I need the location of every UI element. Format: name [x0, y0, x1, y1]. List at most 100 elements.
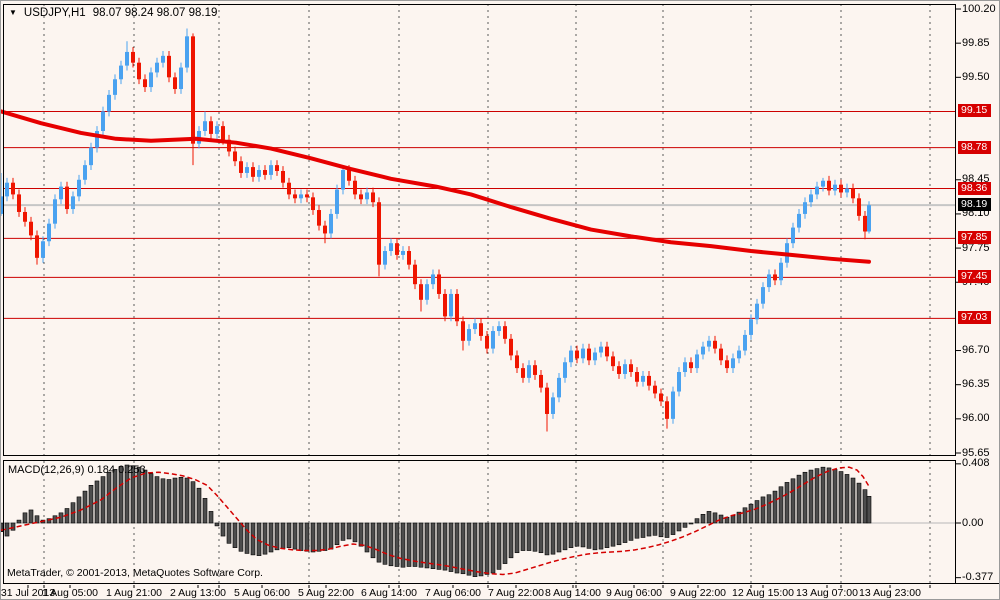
- level-price-label: 97.85: [958, 231, 992, 245]
- level-price-label: 97.45: [958, 270, 992, 284]
- candle-body: [347, 170, 351, 181]
- time-label: 9 Aug 06:00: [605, 587, 663, 599]
- macd-histogram-bar: [574, 522, 580, 547]
- macd-indicator-label: MACD(12,26,9) 0.184 0.253: [8, 464, 146, 476]
- macd-histogram-bar: [490, 522, 496, 574]
- macd-tick: 0.408: [962, 457, 990, 470]
- candle-body: [557, 377, 561, 398]
- level-price-label: 99.15: [958, 104, 992, 118]
- macd-histogram-bar: [700, 513, 706, 524]
- macd-histogram-bar: [388, 522, 394, 567]
- candle-body: [395, 243, 399, 255]
- level-price-label: 98.36: [958, 181, 992, 195]
- macd-histogram-bar: [514, 522, 520, 554]
- candle-body: [107, 94, 111, 112]
- macd-histogram-bar: [496, 522, 502, 570]
- candle-body: [569, 350, 573, 363]
- macd-histogram-bar: [484, 522, 490, 575]
- candle-body: [821, 180, 825, 187]
- macd-histogram-bar: [268, 522, 274, 553]
- candle-body: [329, 213, 333, 234]
- macd-histogram-bar: [580, 522, 586, 548]
- macd-histogram-bar: [736, 511, 742, 524]
- candle-body: [89, 147, 93, 166]
- candle-body: [425, 284, 429, 300]
- candle-body: [515, 355, 519, 369]
- macd-histogram-bar: [202, 498, 208, 524]
- macd-histogram-bar: [766, 494, 772, 524]
- macd-histogram-bar: [850, 477, 856, 524]
- macd-histogram-bar: [406, 522, 412, 567]
- candle-body: [41, 241, 45, 258]
- macd-histogram-bar: [22, 512, 28, 524]
- time-label: 8 Aug 14:00: [544, 587, 602, 599]
- candle-body: [365, 192, 369, 200]
- macd-histogram-bar: [292, 522, 298, 550]
- macd-histogram-bar: [244, 522, 250, 554]
- candle-body: [263, 170, 267, 175]
- macd-histogram-bar: [730, 515, 736, 524]
- macd-histogram-bar: [358, 522, 364, 547]
- candle-body: [665, 401, 669, 419]
- level-price-label: 97.03: [958, 311, 992, 325]
- macd-histogram-bar: [136, 466, 142, 524]
- candle-body: [587, 348, 591, 361]
- symbol-dropdown-icon[interactable]: ▼: [9, 8, 17, 17]
- macd-histogram-bar: [160, 478, 166, 524]
- candle-body: [233, 151, 237, 162]
- candle-body: [743, 334, 747, 351]
- candle-body: [629, 364, 633, 373]
- macd-histogram-bar: [682, 522, 688, 528]
- macd-histogram-bar: [622, 522, 628, 543]
- macd-name: MACD(12,26,9): [8, 464, 85, 476]
- macd-tick: -0.377: [962, 571, 994, 584]
- candle-body: [867, 205, 871, 232]
- macd-histogram-bar: [592, 522, 598, 551]
- macd-histogram-bar: [232, 522, 238, 548]
- candle-body: [671, 391, 675, 419]
- macd-histogram-bar: [742, 507, 748, 524]
- candle-body: [71, 196, 75, 210]
- macd-histogram-bar: [688, 522, 694, 525]
- candle-body: [545, 387, 549, 414]
- macd-histogram-bar: [190, 481, 196, 524]
- macd-histogram-bar: [664, 522, 670, 538]
- candle-body: [617, 366, 621, 374]
- macd-histogram-bar: [250, 522, 256, 556]
- macd-histogram-bar: [304, 522, 310, 552]
- macd-histogram-bar: [562, 522, 568, 551]
- macd-histogram-bar: [16, 519, 22, 524]
- macd-histogram-bar: [694, 518, 700, 524]
- candle-body: [845, 188, 849, 193]
- candle-body: [281, 170, 285, 183]
- candle-body: [359, 194, 363, 200]
- symbol-timeframe-label: USDJPY,H1: [23, 7, 86, 19]
- candle-body: [257, 170, 261, 177]
- time-label: 12 Aug 15:00: [732, 587, 794, 599]
- candle-body: [17, 194, 21, 212]
- candle-body: [179, 67, 183, 90]
- time-label: 5 Aug 22:00: [297, 587, 355, 599]
- macd-histogram-bar: [652, 522, 658, 536]
- macd-histogram-bar: [298, 522, 304, 551]
- candle-body: [311, 197, 315, 211]
- candle-body: [803, 202, 807, 214]
- candle-body: [575, 350, 579, 359]
- macd-histogram-bar: [604, 522, 610, 548]
- candle-body: [59, 186, 63, 200]
- candle-body: [701, 346, 705, 355]
- candle-body: [209, 121, 213, 134]
- macd-histogram-bar: [316, 522, 322, 552]
- candle-body: [695, 354, 699, 369]
- candle-body: [203, 121, 207, 131]
- macd-histogram-bar: [214, 522, 220, 527]
- macd-histogram-bar: [148, 473, 154, 524]
- time-label: 9 Aug 22:00: [669, 587, 727, 599]
- candle-body: [767, 274, 771, 288]
- macd-histogram-bar: [334, 522, 340, 546]
- candle-body: [95, 130, 99, 148]
- macd-histogram-bar: [454, 522, 460, 574]
- candle-body: [221, 126, 225, 140]
